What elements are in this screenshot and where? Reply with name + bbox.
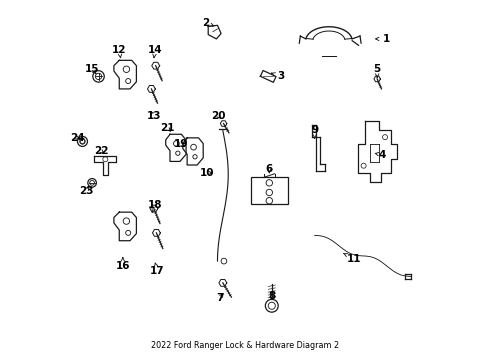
Text: 12: 12 [112, 45, 126, 58]
Text: 20: 20 [211, 111, 225, 121]
Text: 19: 19 [173, 139, 188, 149]
Text: 9: 9 [311, 125, 318, 138]
Text: 11: 11 [344, 253, 361, 264]
Text: 3: 3 [271, 71, 284, 81]
Text: 6: 6 [266, 164, 273, 174]
Text: 16: 16 [116, 258, 130, 271]
Text: 7: 7 [216, 293, 223, 303]
Text: 10: 10 [200, 168, 215, 178]
Text: 8: 8 [268, 291, 275, 301]
Text: 24: 24 [70, 133, 84, 143]
Text: 23: 23 [79, 186, 93, 196]
Text: 14: 14 [147, 45, 162, 58]
Text: 5: 5 [373, 64, 381, 77]
Text: 17: 17 [150, 263, 165, 276]
Text: 22: 22 [94, 147, 109, 157]
Text: 2: 2 [202, 18, 214, 28]
Text: 21: 21 [160, 123, 174, 133]
Text: 4: 4 [375, 150, 386, 160]
Text: 18: 18 [147, 200, 162, 213]
Text: 2022 Ford Ranger Lock & Hardware Diagram 2: 2022 Ford Ranger Lock & Hardware Diagram… [151, 341, 339, 350]
Text: 1: 1 [376, 34, 390, 44]
Text: 15: 15 [85, 64, 99, 74]
Bar [251, 177, 288, 204]
Text: 13: 13 [147, 111, 161, 121]
